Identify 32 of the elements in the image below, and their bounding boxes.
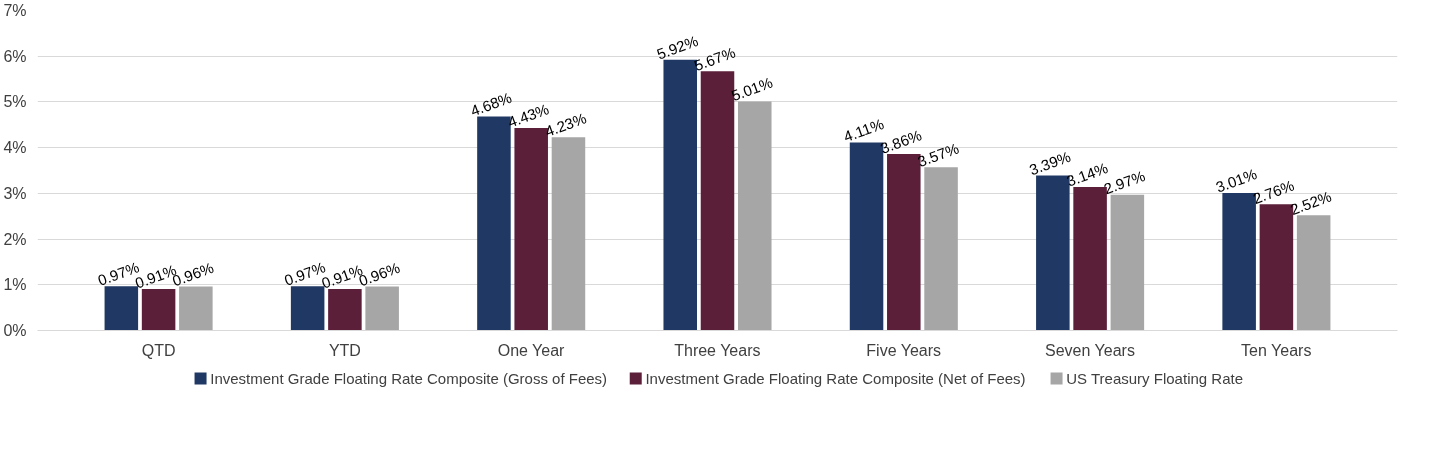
x-tick-label: QTD bbox=[141, 341, 176, 359]
x-tick-label: Five Years bbox=[866, 341, 942, 359]
bar bbox=[1110, 194, 1145, 331]
x-tick-label: One Year bbox=[497, 341, 566, 359]
bar bbox=[1296, 215, 1331, 331]
y-tick-label: 4% bbox=[3, 139, 27, 157]
y-tick-label: 7% bbox=[3, 2, 27, 19]
y-tick-label: 2% bbox=[3, 230, 27, 248]
x-tick-label: Seven Years bbox=[1045, 341, 1135, 359]
bar bbox=[290, 286, 325, 331]
legend-label: Investment Grade Floating Rate Composite (Gross of Fees) bbox=[210, 370, 608, 387]
x-tick-label: YTD bbox=[328, 341, 361, 359]
bar bbox=[141, 288, 176, 331]
data-label: 5.01% bbox=[728, 73, 775, 105]
y-tick-label: 6% bbox=[3, 47, 27, 65]
legend-label: Investment Grade Floating Rate Composite (Net of Fees) bbox=[645, 370, 1026, 387]
bar bbox=[365, 286, 399, 331]
y-tick-label: 1% bbox=[3, 276, 27, 294]
y-tick-label: 0% bbox=[3, 322, 27, 339]
bar bbox=[328, 288, 362, 331]
y-tick-label: 5% bbox=[3, 93, 27, 111]
bar bbox=[104, 286, 139, 331]
bar bbox=[514, 127, 548, 331]
legend-label: US Treasury Floating Rate bbox=[1066, 370, 1244, 387]
y-tick-label: 3% bbox=[3, 184, 27, 202]
bar bbox=[551, 137, 586, 331]
bar bbox=[477, 116, 511, 331]
bar bbox=[179, 286, 213, 331]
x-tick-label: Ten Years bbox=[1241, 341, 1312, 359]
bar bbox=[924, 167, 958, 331]
x-tick-label: Three Years bbox=[674, 341, 761, 359]
bar bbox=[737, 101, 772, 331]
